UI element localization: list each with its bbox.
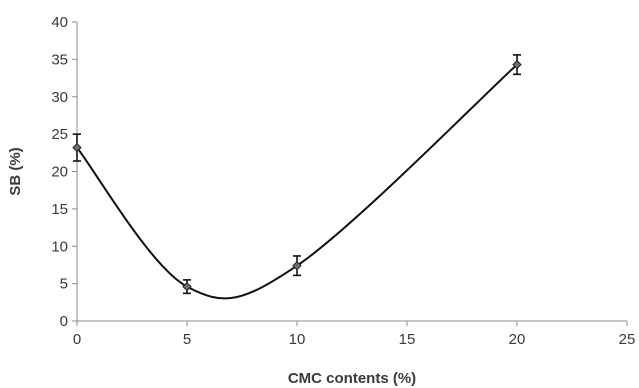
data-points: [72, 59, 522, 292]
y-tick-label: 20: [51, 164, 68, 181]
x-tick-label: 10: [289, 331, 306, 348]
y-tick-label: 25: [51, 126, 68, 143]
x-tick-label: 20: [509, 331, 526, 348]
error-bars: [73, 54, 521, 295]
y-ticks: 0 5 10 15 20 25 30 35 40: [51, 14, 77, 330]
y-tick-label: 15: [51, 201, 68, 218]
y-tick-label: 35: [51, 51, 68, 68]
axes: [76, 22, 627, 322]
x-ticks: 0 5 10 15 20 25: [73, 321, 636, 348]
y-tick-label: 10: [51, 238, 68, 255]
y-tick-label: 30: [51, 89, 68, 106]
x-tick-label: 15: [399, 331, 416, 348]
y-tick-label: 5: [60, 276, 68, 293]
x-tick-label: 0: [73, 331, 81, 348]
x-axis-label: CMC contents (%): [288, 370, 416, 387]
y-axis-label: SB (%): [7, 147, 24, 195]
data-point: [512, 59, 522, 70]
y-tick-label: 40: [51, 14, 68, 31]
data-point: [292, 260, 302, 271]
y-tick-label: 0: [60, 313, 68, 330]
x-tick-label: 25: [619, 331, 636, 348]
data-point: [182, 281, 192, 292]
x-tick-label: 5: [183, 331, 191, 348]
series-curve: [76, 63, 518, 300]
data-point: [72, 142, 82, 153]
